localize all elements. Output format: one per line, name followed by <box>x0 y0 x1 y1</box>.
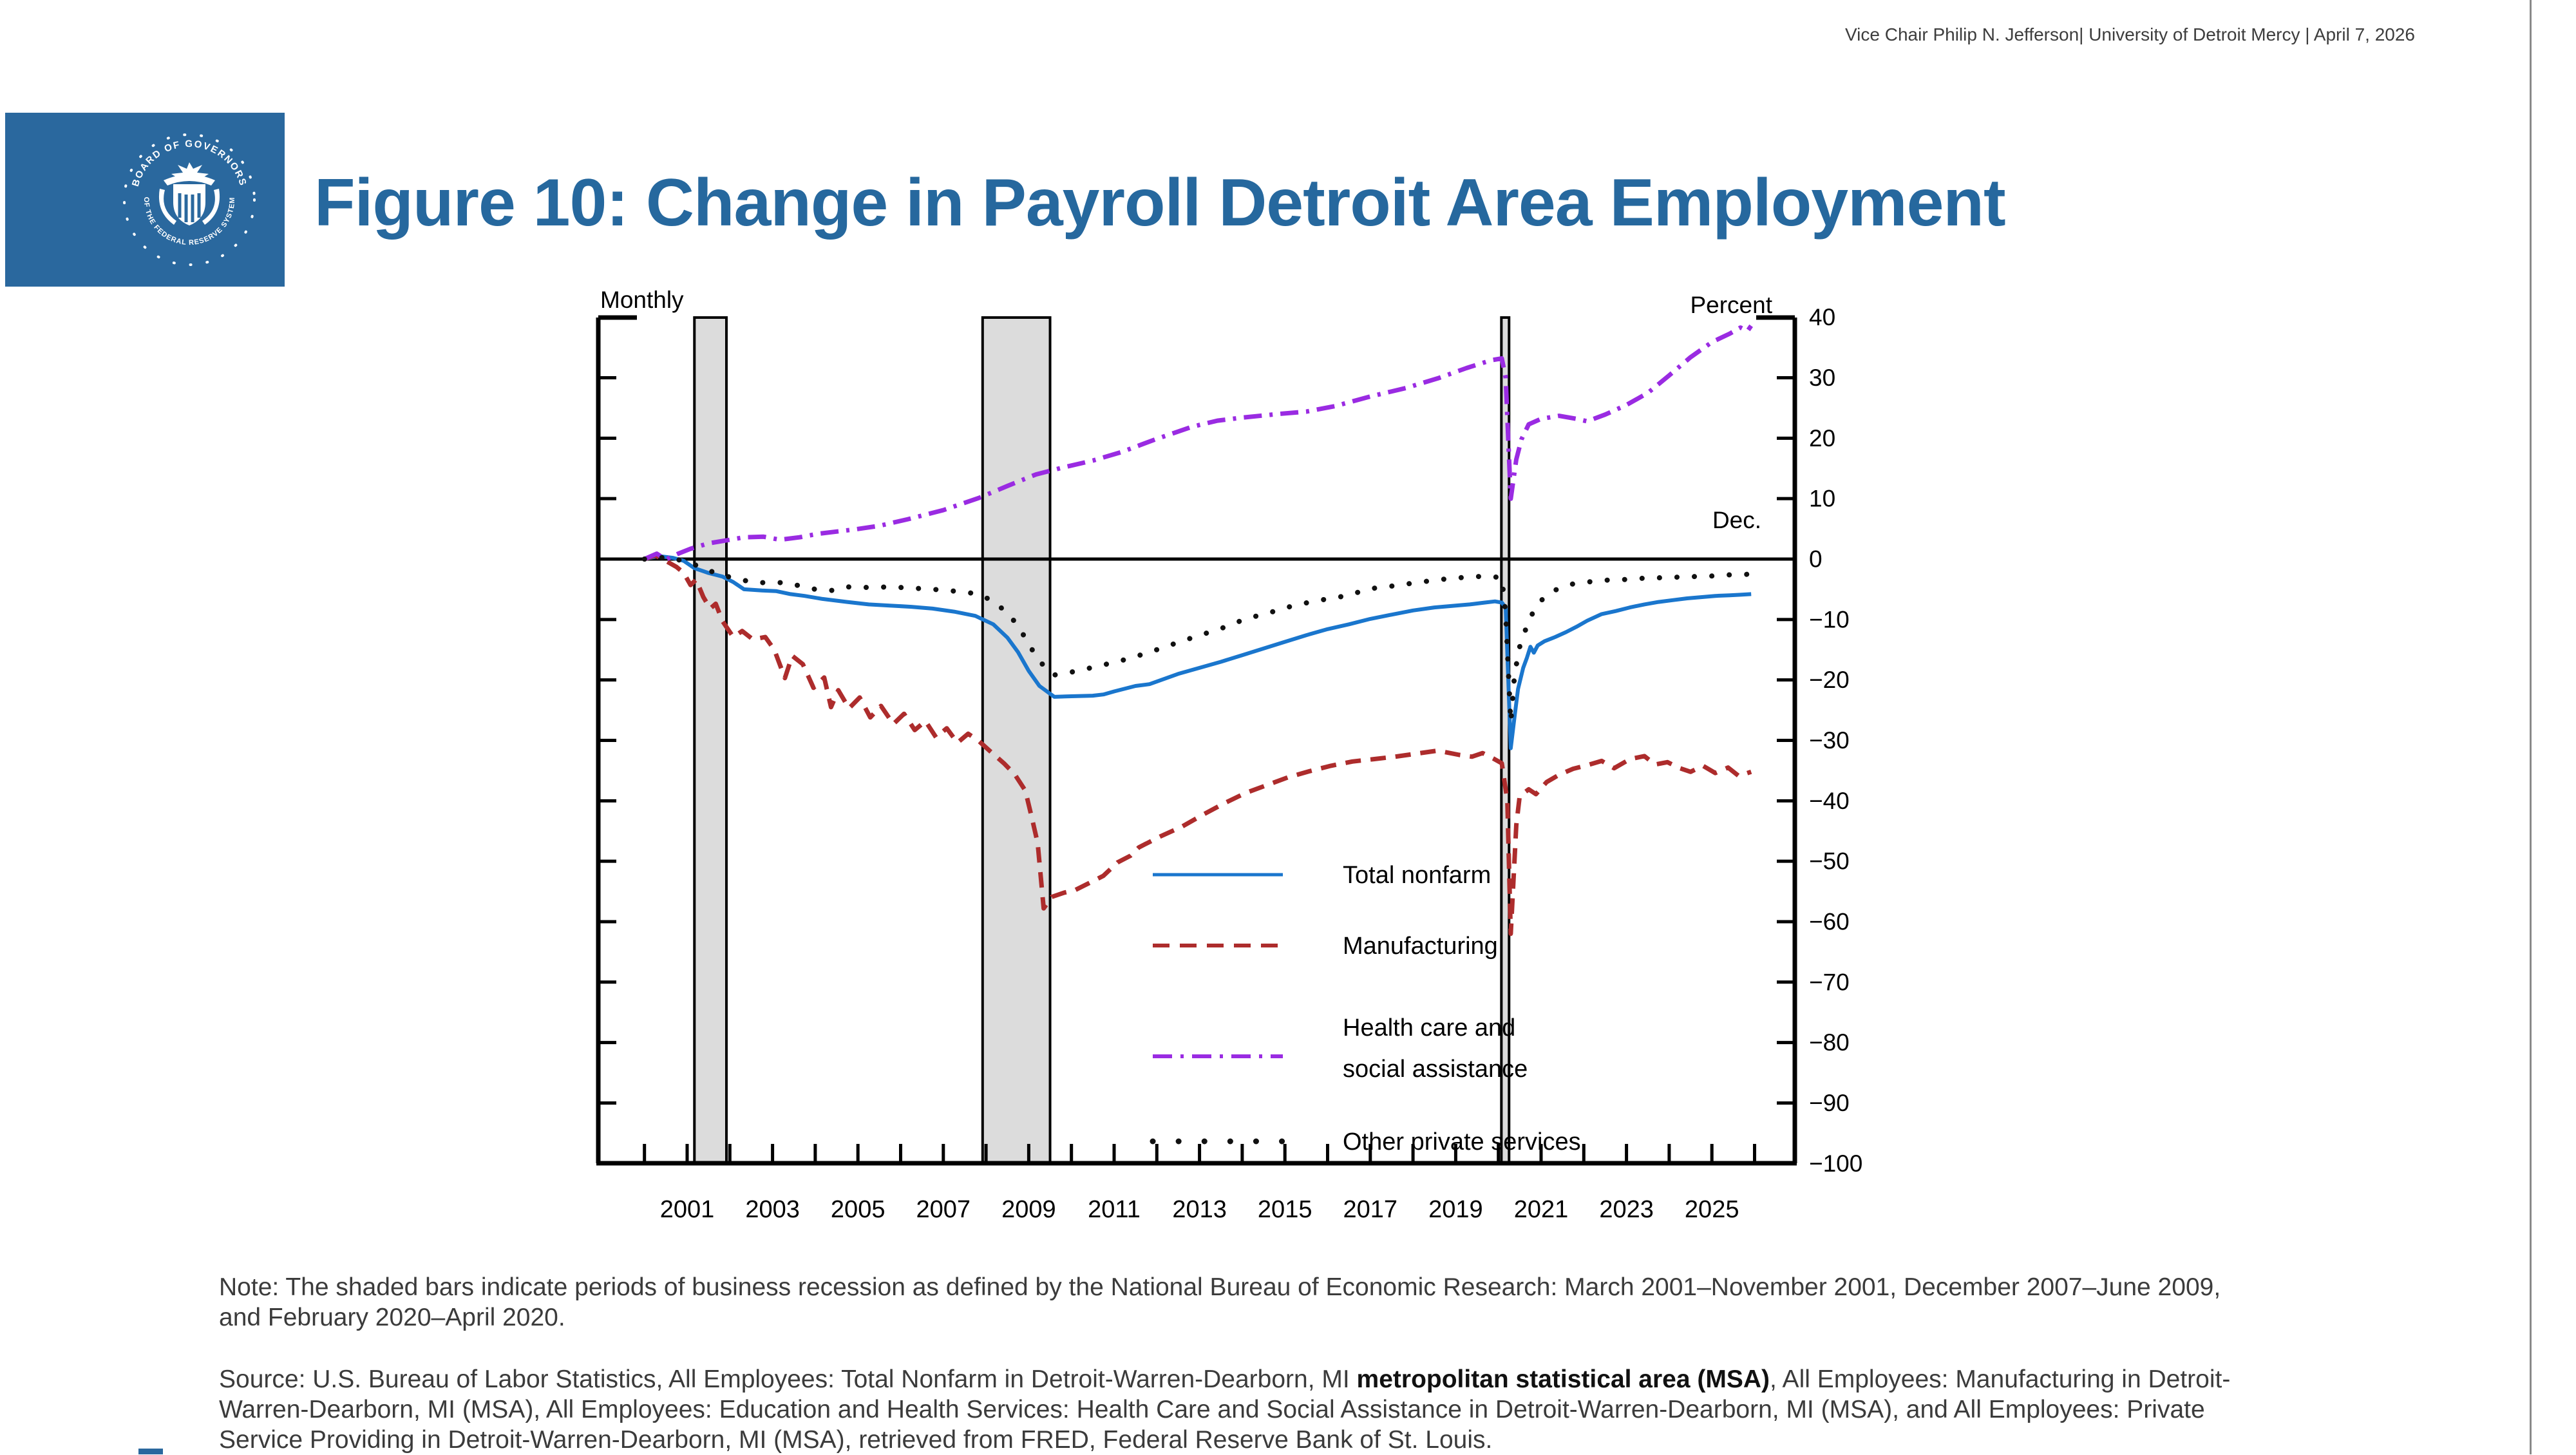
recession-band-1 <box>981 316 1052 1165</box>
y-tick-label: −20 <box>1809 667 1850 693</box>
note-line-2: and February 2020–April 2020. <box>219 1304 565 1331</box>
y-tick-label: −10 <box>1809 606 1850 632</box>
y-tick-label: −90 <box>1809 1090 1850 1116</box>
seal-eagle-emblem <box>158 162 220 225</box>
y-tick-label: 40 <box>1809 304 1835 330</box>
y-tick-label: −80 <box>1809 1029 1850 1056</box>
x-tick-label: 2019 <box>1428 1196 1483 1223</box>
msa-bold-phrase: metropolitan statistical area (MSA) <box>1356 1365 1770 1393</box>
y-tick-label: 0 <box>1809 546 1823 573</box>
legend-label: Manufacturing <box>1343 933 1498 960</box>
y-tick-label: −50 <box>1809 848 1850 875</box>
y-tick-label: 30 <box>1809 365 1835 391</box>
x-tick-label: 2007 <box>916 1196 971 1223</box>
legend-label: social assistance <box>1343 1056 1528 1083</box>
recession-band-0 <box>693 316 728 1165</box>
x-tick-label: 2005 <box>831 1196 886 1223</box>
note-text: Note: The shaded bars indicate periods o… <box>219 1272 2221 1333</box>
x-tick-label: 2025 <box>1685 1196 1739 1223</box>
right-edge-divider <box>2530 0 2532 1454</box>
source-line-1: Source: U.S. Bureau of Labor Statistics,… <box>219 1365 2231 1393</box>
note-line-1: Note: The shaded bars indicate periods o… <box>219 1273 2221 1301</box>
last-observation-label: Dec. <box>1712 507 1761 533</box>
bottom-left-accent-bar <box>138 1449 163 1454</box>
frequency-label: Monthly <box>600 287 684 313</box>
seal-star-ring <box>123 133 256 266</box>
axes <box>596 315 1797 1166</box>
y-tick-label: −40 <box>1809 788 1850 814</box>
x-tick-label: 2011 <box>1088 1196 1141 1223</box>
x-tick-label: 2021 <box>1514 1196 1569 1223</box>
legend-label: Health care and <box>1343 1014 1515 1041</box>
x-tick-label: 2009 <box>1001 1196 1056 1223</box>
y-tick-label: −60 <box>1809 908 1850 935</box>
series-line-health-care-and-social-assistance <box>643 324 1754 562</box>
series-line-manufacturing <box>643 553 1752 937</box>
figure-title: Figure 10: Change in Payroll Detroit Are… <box>314 166 2006 240</box>
legend-label: Other private services <box>1343 1128 1581 1155</box>
source-text: Source: U.S. Bureau of Labor Statistics,… <box>219 1364 2230 1455</box>
employment-line-chart: 40 30 20 10 0 −10 −20 −30 −40 −50 −60 −70 −80 −90 −100… <box>596 287 1862 1223</box>
series-line-other-private-services <box>641 555 1754 725</box>
x-tick-label: 2003 <box>745 1196 800 1223</box>
series-line-total-nonfarm <box>644 554 1752 750</box>
unit-label: Percent <box>1690 292 1772 318</box>
federal-reserve-logo: BOARD OF GOVERNORS OF THE FEDERAL RESERV… <box>5 113 285 287</box>
legend-label: Total nonfarm <box>1343 862 1491 889</box>
y-tick-label: −100 <box>1809 1150 1862 1177</box>
x-tick-label: 2023 <box>1599 1196 1654 1223</box>
source-line-2: Warren-Dearborn, MI (MSA), All Employees… <box>219 1396 2205 1423</box>
x-tick-label: 2001 <box>660 1196 715 1223</box>
y-tick-label: −70 <box>1809 969 1850 995</box>
speaker-attribution: Vice Chair Philip N. Jefferson| Universi… <box>1845 24 2415 44</box>
x-tick-label: 2015 <box>1258 1196 1312 1223</box>
federal-reserve-seal: BOARD OF GOVERNORS OF THE FEDERAL RESERV… <box>123 133 256 266</box>
y-tick-label: −30 <box>1809 727 1850 754</box>
x-tick-label: 2017 <box>1343 1196 1398 1223</box>
x-tick-label: 2013 <box>1172 1196 1227 1223</box>
y-tick-label: 10 <box>1809 486 1835 512</box>
source-line-3: Service Providing in Detroit-Warren-Dear… <box>219 1426 1493 1454</box>
y-tick-label: 20 <box>1809 425 1835 452</box>
